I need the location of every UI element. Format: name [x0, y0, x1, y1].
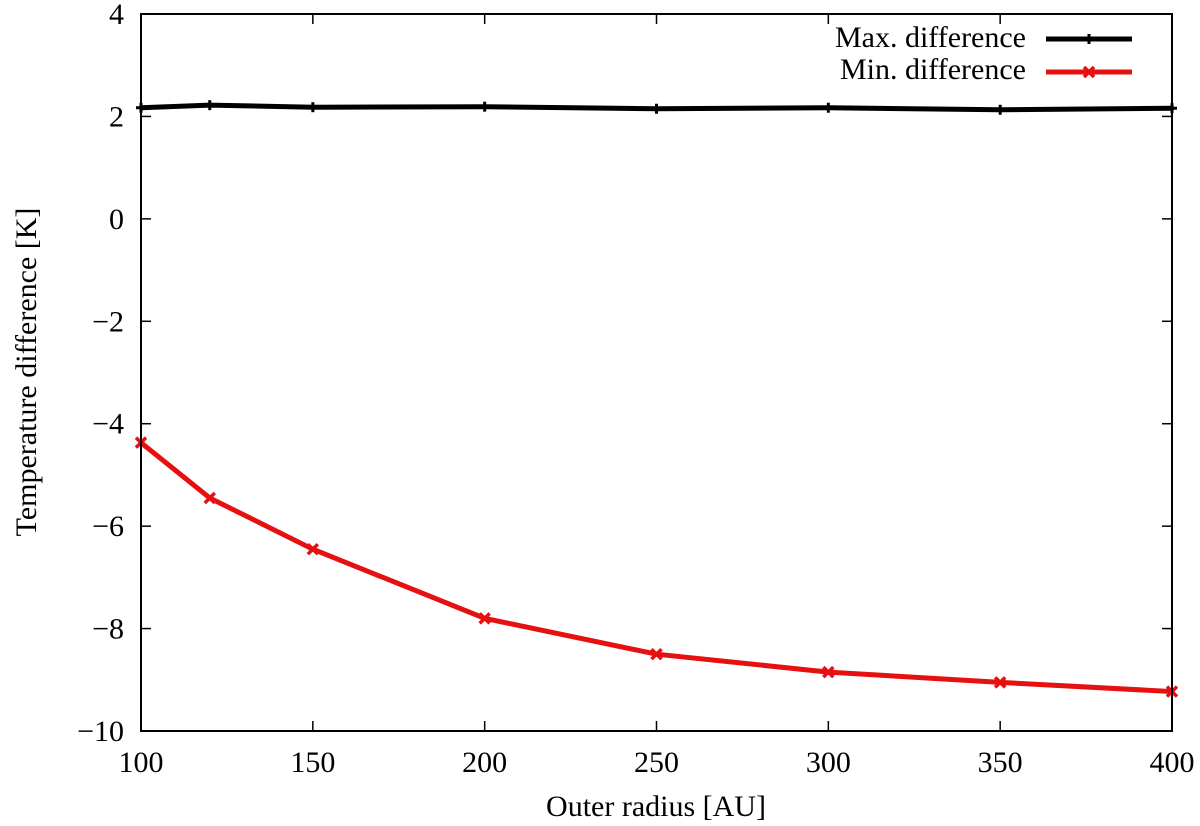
x-axis-label: Outer radius [AU] — [546, 790, 766, 823]
legend-marker-max — [1084, 34, 1094, 44]
data-point-1-350 — [993, 676, 1007, 689]
legend-marker-point-0 — [1084, 34, 1094, 44]
legend: Max. difference Min. difference — [835, 21, 1132, 86]
data-point-1-200 — [478, 612, 491, 625]
x-tick-label-150: 150 — [290, 746, 335, 779]
data-point-0-200 — [479, 101, 490, 112]
data-point-1-150 — [306, 542, 320, 556]
y-tick-label--10: −10 — [77, 715, 124, 748]
y-tick-label-0: 0 — [109, 203, 124, 236]
series-layer — [134, 100, 1179, 698]
data-point-1-250 — [650, 647, 663, 661]
series-line-0 — [138, 102, 1175, 113]
y-axis-label: Temperature difference [K] — [10, 208, 43, 537]
legend-marker-point-1 — [1082, 65, 1096, 79]
plot-area-frame — [140, 13, 1173, 732]
data-point-0-300 — [823, 102, 834, 113]
y-tick-label--2: −2 — [92, 305, 124, 338]
x-tick-label-100: 100 — [119, 746, 164, 779]
legend-item-min: Min. difference — [840, 53, 1132, 86]
x-axis-ticks: 100 150 200 250 300 350 400 — [119, 14, 1195, 779]
data-point-0-150 — [307, 102, 318, 113]
data-point-0-250 — [651, 103, 662, 114]
x-tick-label-350: 350 — [978, 746, 1023, 779]
legend-label-max: Max. difference — [835, 21, 1026, 54]
y-tick-label--8: −8 — [92, 613, 124, 646]
data-point-1-120 — [203, 491, 216, 505]
legend-marker-min — [1082, 65, 1096, 79]
x-tick-label-400: 400 — [1150, 746, 1195, 779]
y-tick-label-4: 4 — [109, 0, 124, 31]
data-point-0-350 — [995, 104, 1006, 115]
data-point-0-120 — [204, 100, 215, 111]
legend-item-max: Max. difference — [835, 21, 1132, 54]
series-line-1 — [138, 440, 1175, 695]
x-tick-label-200: 200 — [462, 746, 507, 779]
y-tick-label-2: 2 — [109, 100, 124, 133]
legend-label-min: Min. difference — [840, 53, 1026, 86]
x-tick-label-300: 300 — [806, 746, 851, 779]
y-tick-label--6: −6 — [92, 510, 124, 543]
x-tick-label-250: 250 — [634, 746, 679, 779]
y-tick-label--4: −4 — [92, 408, 124, 441]
y-axis-ticks: 4 2 0 −2 −4 −6 −8 −10 — [77, 0, 1172, 748]
data-point-1-300 — [822, 665, 835, 679]
